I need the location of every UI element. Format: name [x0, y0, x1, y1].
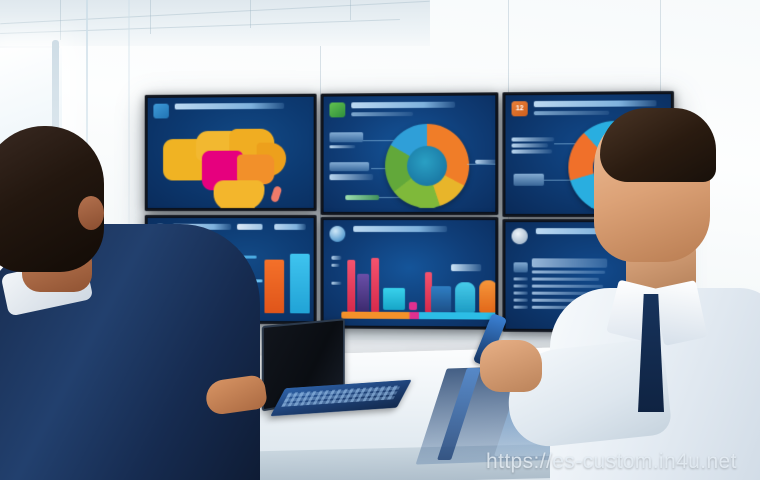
wall-seam [320, 0, 321, 320]
legend-entry [329, 132, 364, 143]
panel-header [329, 225, 489, 247]
display-panel-vbars[interactable] [320, 216, 499, 330]
document-icon [153, 103, 169, 119]
donut-chart-1 [385, 123, 470, 209]
globe-icon [329, 225, 346, 242]
side-bar-target [290, 253, 310, 314]
panel-title [351, 101, 456, 109]
chart-icon [329, 102, 346, 118]
watermark-url: https://es-custom.in4u.net [486, 450, 737, 473]
display-panel-donut-1[interactable] [320, 92, 499, 216]
ceiling [0, 0, 430, 46]
ear [78, 196, 104, 230]
hair [600, 108, 716, 182]
panel-subtitle [351, 111, 413, 117]
legend-entry [345, 195, 380, 201]
panel-title [174, 102, 285, 110]
panel-header [153, 102, 307, 125]
legend-entry [329, 162, 370, 172]
panel-title [533, 100, 657, 108]
laptop[interactable] [252, 318, 412, 432]
panel-header [329, 100, 489, 123]
right-person [472, 108, 760, 480]
glass-partition [128, 0, 130, 330]
left-person [0, 126, 270, 480]
axis-baseline [341, 311, 496, 320]
hand [480, 340, 542, 392]
